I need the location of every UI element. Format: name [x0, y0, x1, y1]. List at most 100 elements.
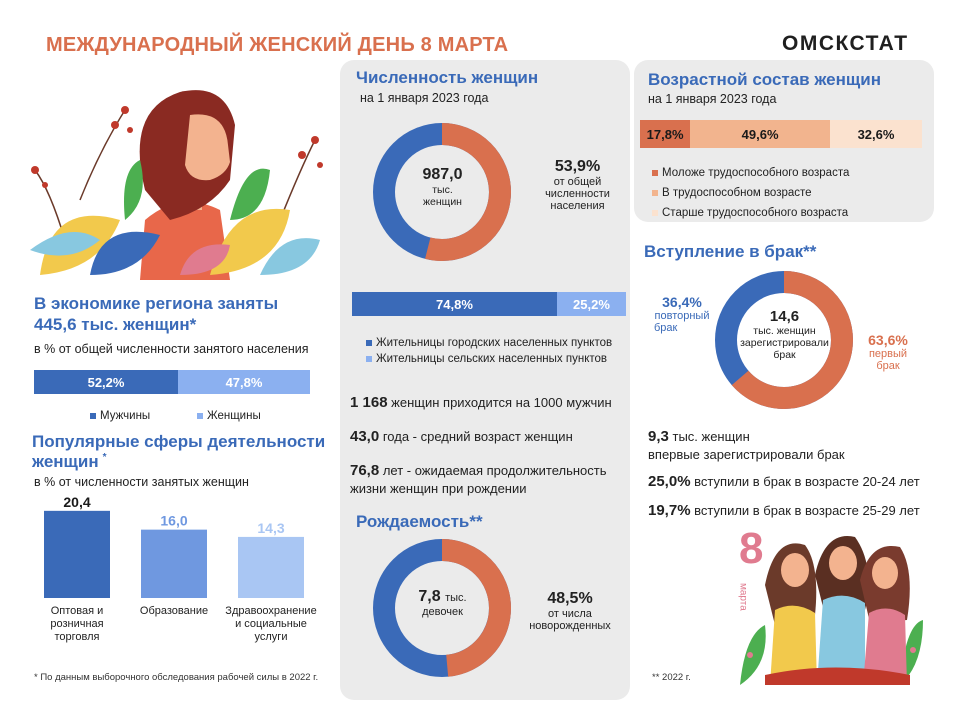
population-share-text3: населения [550, 200, 605, 212]
stat-age-20-24-value: 25,0% [648, 473, 691, 490]
spheres-title-mark: * [102, 452, 107, 464]
age-subtitle: на 1 января 2023 года [648, 92, 777, 106]
birth-center-text: девочек [422, 606, 463, 618]
marriage-first-text2: брак [876, 360, 900, 372]
age-bar-young: 17,8% [640, 120, 691, 148]
marriage-center-value: 14,6 [769, 308, 800, 325]
illustration-month: марта [738, 583, 749, 611]
stat-first-marriage: 9,3 тыс. женщин впервые зарегистрировали… [648, 428, 845, 464]
population-center-value: 987,0 [422, 166, 463, 183]
population-subtitle: на 1 января 2023 года [360, 91, 489, 105]
stat-life-expectancy: 76,8 лет - ожидаемая продолжительность ж… [350, 462, 607, 498]
sphere-value-label: 20,4 [63, 494, 90, 510]
legend-rural-label: Жительницы сельских населенных пунктов [376, 353, 607, 365]
legend-urban: Жительницы городских населенных пунктов [366, 337, 612, 349]
population-center-unit1: тыс. [432, 184, 453, 196]
marriage-repeat-text1: повторный [654, 310, 710, 322]
population-share: 53,9% от общей численности населения [530, 158, 625, 212]
legend-men: Мужчины [90, 410, 150, 422]
population-title: Численность женщин [356, 68, 539, 87]
legend-men-label: Мужчины [100, 410, 151, 422]
marriage-center-text3: брак [773, 349, 796, 361]
stat-women-per-men-value: 1 168 [350, 394, 388, 411]
sphere-category-label: торговля [54, 631, 99, 643]
population-share-value: 53,9% [554, 158, 601, 175]
economy-subtitle: в % от общей численности занятого населе… [34, 342, 309, 356]
stat-first-marriage-value: 9,3 [648, 428, 669, 445]
employment-bar-women: 47,8% [178, 370, 310, 394]
birth-share-value: 48,5% [547, 590, 593, 607]
population-donut-center: 987,0 тыс. женщин [395, 166, 490, 208]
stat-average-age-text: года - средний возраст женщин [382, 429, 573, 444]
sphere-category-label: розничная [50, 618, 103, 630]
spheres-subtitle: в % от численности занятых женщин [34, 475, 249, 489]
legend-urban-label: Жительницы городских населенных пунктов [376, 337, 613, 349]
age-bar-old: 32,6% [830, 120, 922, 148]
age-bar-working: 49,6% [690, 120, 831, 148]
stat-first-marriage-text1: тыс. женщин [672, 429, 750, 444]
stat-age-25-29-text: вступили в брак в возрасте 25-29 лет [694, 503, 920, 518]
economy-title-line2: 445,6 тыс. женщин* [34, 315, 197, 334]
rural-bar: 25,2% [556, 292, 626, 316]
urban-bar: 74,8% [352, 292, 557, 316]
legend-swatch-working [652, 190, 658, 196]
spheres-footnote: * По данным выборочного обследования раб… [34, 672, 319, 683]
stat-age-25-29: 19,7% вступили в брак в возрасте 25-29 л… [648, 502, 920, 519]
marriage-first: 63,6% первый брак [856, 332, 920, 372]
donut-women-segment [373, 123, 511, 261]
stat-life-expectancy-text2: жизни женщин при рождении [350, 481, 527, 496]
sphere-category-label: Образование [140, 605, 208, 617]
stat-age-25-29-value: 19,7% [648, 502, 691, 519]
group-illustration: 8 марта [738, 525, 923, 685]
population-share-text1: от общей [553, 176, 602, 188]
stat-women-per-men-text: женщин приходится на 1000 мужчин [391, 395, 612, 410]
stat-average-age: 43,0 года - средний возраст женщин [350, 428, 573, 445]
legend-age-working-label: В трудоспособном возрасте [662, 187, 812, 199]
sphere-category-label: и социальные [235, 618, 307, 630]
birth-share-text1: от числа [548, 608, 592, 620]
stat-life-expectancy-text1: лет - ожидаемая продолжительность [382, 463, 607, 478]
urban-rural-bar: 74,8% 25,2% [352, 292, 626, 316]
birth-share-text2: новорожденных [529, 620, 611, 632]
legend-women: Женщины [197, 410, 261, 422]
age-title: Возрастной состав женщин [648, 70, 881, 89]
legend-rural: Жительницы сельских населенных пунктов [366, 353, 607, 365]
marriage-donut [715, 271, 853, 409]
legend-age-old: Старше трудоспособного возраста [652, 207, 848, 219]
birth-center-value: 7,8 [418, 588, 441, 605]
spheres-title-text: женщин [32, 452, 99, 471]
legend-swatch-men [90, 413, 96, 419]
legend-swatch-women [197, 413, 203, 419]
birth-title: Рождаемость** [356, 512, 483, 531]
marriage-donut-center: 14,6 тыс. женщин зарегистрировали брак [737, 308, 832, 361]
brand-logo: ОМСКСТАТ [782, 32, 909, 55]
sphere-value-label: 14,3 [257, 520, 284, 536]
legend-swatch-old [652, 210, 658, 216]
population-center-unit2: женщин [423, 196, 462, 208]
marriage-center-text2: зарегистрировали [740, 337, 829, 349]
stat-average-age-value: 43,0 [350, 428, 380, 445]
marriage-repeat-value: 36,4% [662, 294, 702, 310]
sphere-category-label: Здравоохранение [225, 605, 316, 617]
economy-title-line1: В экономике региона заняты [34, 294, 279, 313]
birth-share: 48,5% от числа новорожденных [515, 590, 625, 632]
donut-first-marriage-segment [715, 271, 853, 409]
legend-age-old-label: Старше трудоспособного возраста [662, 207, 849, 219]
legend-swatch-urban [366, 340, 372, 346]
stat-age-20-24: 25,0% вступили в брак в возрасте 20-24 л… [648, 473, 920, 490]
marriage-center-text1: тыс. женщин [753, 325, 816, 337]
illustration-digit: 8 [739, 525, 763, 573]
population-donut [373, 123, 511, 261]
sphere-bar [44, 510, 110, 598]
marriage-repeat: 36,4% повторный брак [644, 294, 720, 334]
sphere-bar [238, 536, 304, 598]
legend-swatch-rural [366, 356, 372, 362]
employment-bar: 52,2% 47,8% [34, 370, 310, 394]
marriage-first-value: 63,6% [868, 332, 908, 348]
birth-donut-center: 7,8 тыс. девочек [395, 588, 490, 618]
donut-girls-segment [373, 539, 511, 677]
stat-first-marriage-text2: впервые зарегистрировали брак [648, 447, 845, 462]
birth-center-unit: тыс. [445, 592, 467, 604]
stat-age-20-24-text: вступили в брак в возрасте 20-24 лет [694, 474, 920, 489]
page-title: МЕЖДУНАРОДНЫЙ ЖЕНСКИЙ ДЕНЬ 8 МАРТА [46, 34, 509, 56]
